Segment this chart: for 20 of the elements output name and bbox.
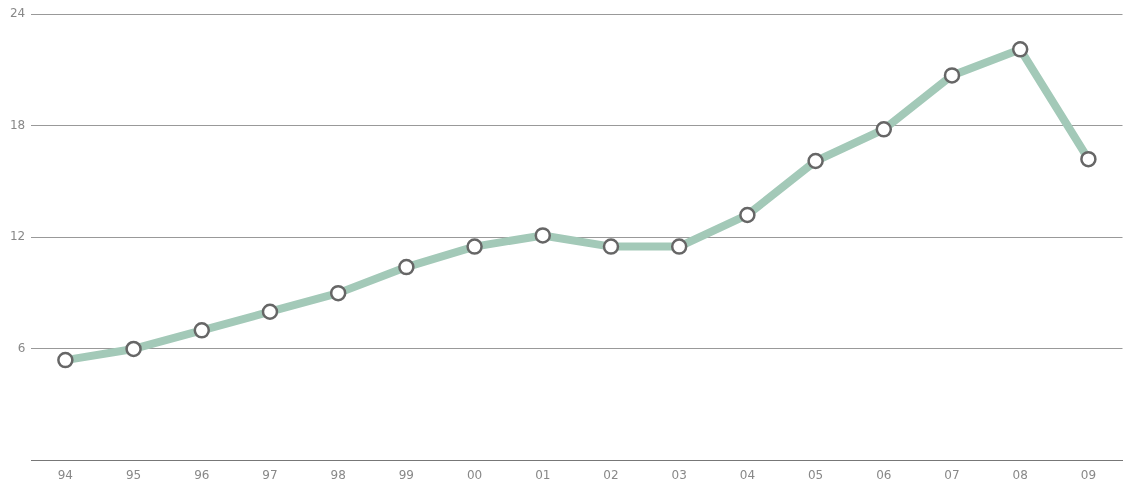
x-tick-label: 09 (1080, 467, 1097, 482)
x-tick-label: 04 (739, 467, 756, 482)
x-tick-label: 97 (262, 467, 278, 482)
y-tick-label: 24 (9, 6, 26, 21)
x-tick-label: 05 (807, 467, 824, 482)
x-tick-label: 02 (603, 467, 619, 482)
x-tick-label: 06 (876, 467, 892, 482)
x-tick-label: 99 (398, 467, 415, 482)
x-tick-label: 01 (535, 467, 551, 482)
x-tick-label: 96 (194, 467, 210, 482)
x-tick-label: 07 (944, 467, 960, 482)
x-tick-label: 08 (1012, 467, 1028, 482)
y-tick-label: 18 (9, 117, 26, 132)
y-tick-label: 6 (17, 341, 26, 356)
x-tick-label: 03 (671, 467, 687, 482)
x-tick-label: 00 (466, 467, 483, 482)
x-tick-label: 95 (125, 467, 142, 482)
y-tick-label: 12 (9, 229, 26, 244)
x-tick-label: 98 (330, 467, 346, 482)
x-tick-label: 94 (57, 467, 74, 482)
